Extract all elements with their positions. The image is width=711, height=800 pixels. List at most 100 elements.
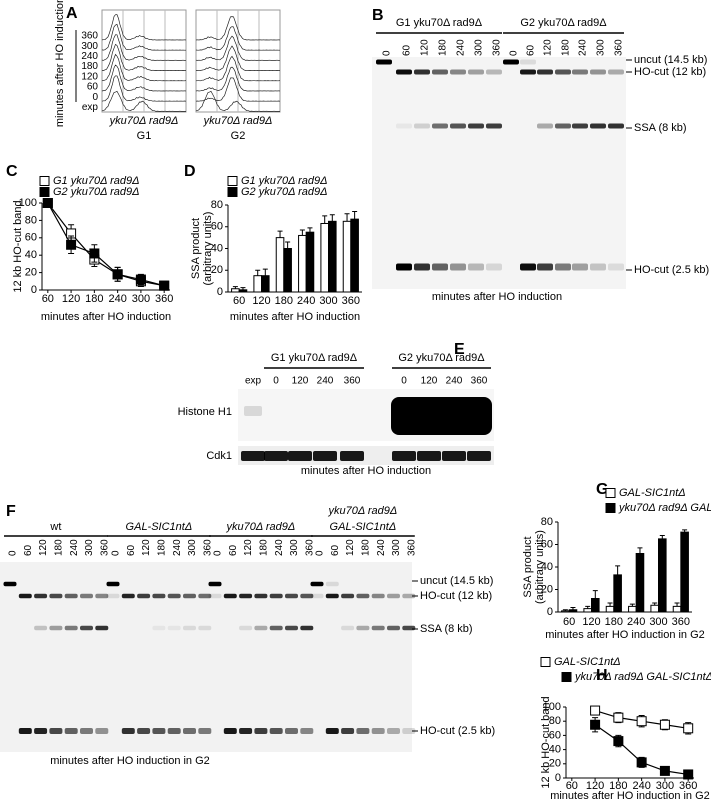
band	[300, 593, 314, 599]
marker	[159, 280, 170, 291]
band	[300, 625, 314, 631]
lane-label: 0	[213, 550, 224, 556]
band	[402, 728, 416, 734]
series-line	[47, 202, 165, 287]
legend-label: G2 yku70Δ rad9Δ	[241, 186, 328, 198]
band	[396, 69, 412, 75]
band	[3, 581, 17, 587]
band	[310, 593, 324, 599]
legend-swatch	[227, 187, 238, 197]
band	[34, 625, 48, 631]
band	[183, 625, 196, 631]
y-tick-label: 40	[541, 561, 553, 573]
band	[432, 263, 448, 271]
group-label: yku70Δ rad9Δ	[328, 505, 398, 517]
legend-swatch	[39, 176, 50, 186]
band	[167, 728, 181, 734]
error-bar	[629, 603, 635, 607]
band	[555, 123, 571, 129]
lane-label: 240	[69, 539, 80, 556]
flow-phase: G1	[137, 130, 152, 142]
lane-label: 360	[304, 539, 315, 556]
x-tick-label: 300	[319, 295, 337, 307]
error-bar	[285, 241, 291, 249]
band	[313, 451, 337, 461]
band	[95, 728, 109, 734]
lane-label: 120	[420, 39, 431, 56]
lane-label: 0	[111, 550, 122, 556]
y-tick-label: 0	[217, 286, 223, 298]
error-bar	[277, 230, 283, 238]
band	[537, 263, 553, 271]
bar	[305, 231, 315, 293]
band	[402, 625, 416, 631]
lane-label: 360	[99, 539, 110, 556]
band	[341, 728, 355, 734]
marker	[636, 757, 647, 768]
bar	[328, 220, 337, 293]
band	[356, 593, 370, 599]
band	[572, 123, 588, 129]
y-tick-label: 20	[211, 264, 223, 276]
band	[183, 728, 196, 734]
lane-label: 0	[8, 550, 19, 556]
band	[34, 728, 48, 734]
marker	[636, 716, 647, 727]
blot-xlabel: minutes after HO induction	[301, 465, 431, 477]
band	[198, 625, 212, 631]
group-label: G2 yku70Δ rad9Δ	[520, 17, 607, 29]
y-axis-label: 12 kb HO-cut band	[540, 696, 552, 788]
bar	[613, 574, 622, 613]
band	[371, 625, 385, 631]
band	[285, 728, 298, 734]
error-bar	[674, 602, 680, 607]
lane-label: 180	[361, 539, 372, 556]
marker	[112, 269, 123, 280]
lane-label: 300	[187, 539, 198, 556]
lane-label: 120	[141, 539, 152, 556]
group-label: GAL-SIC1ntΔ	[330, 521, 397, 533]
band	[391, 397, 492, 435]
band-label: SSA (8 kb)	[634, 122, 687, 134]
blot-xlabel: minutes after HO induction in G2	[50, 755, 210, 767]
band	[208, 581, 222, 587]
lane-label: 60	[126, 544, 137, 556]
x-tick-label: 120	[252, 295, 270, 307]
flow-histogram	[101, 23, 186, 51]
error-bar	[329, 214, 335, 222]
lane-label: 180	[54, 539, 65, 556]
x-tick-label: 60	[563, 616, 575, 628]
band	[239, 593, 253, 599]
band	[555, 69, 571, 75]
band	[152, 593, 166, 599]
panel-letter: H	[596, 667, 608, 684]
band	[325, 728, 339, 734]
band-label: HO-cut (2.5 kb)	[634, 264, 709, 276]
lane-label: 360	[344, 376, 361, 387]
legend-swatch	[39, 187, 50, 197]
lane-label: exp	[245, 376, 262, 387]
x-tick-label: 120	[586, 780, 604, 792]
band	[520, 59, 536, 65]
error-bar	[232, 286, 238, 289]
lane-label: 120	[345, 539, 356, 556]
error-bar	[352, 211, 358, 220]
lane-label: 0	[273, 376, 279, 387]
band	[590, 123, 606, 129]
band	[325, 581, 339, 587]
lane-label: 300	[391, 539, 402, 556]
flow-histogram	[196, 45, 281, 71]
band	[49, 593, 63, 599]
bar	[342, 220, 352, 293]
y-tick-label: 80	[25, 214, 37, 226]
marker	[613, 712, 624, 723]
lane-label: 300	[474, 39, 485, 56]
y-tick-label: 100	[19, 197, 37, 209]
error-bar	[659, 535, 665, 539]
flow-histogram	[101, 75, 187, 102]
band	[198, 593, 212, 599]
panel-letter: B	[372, 7, 384, 24]
band	[264, 451, 288, 461]
lane-label: 240	[317, 376, 334, 387]
marker	[590, 705, 601, 716]
